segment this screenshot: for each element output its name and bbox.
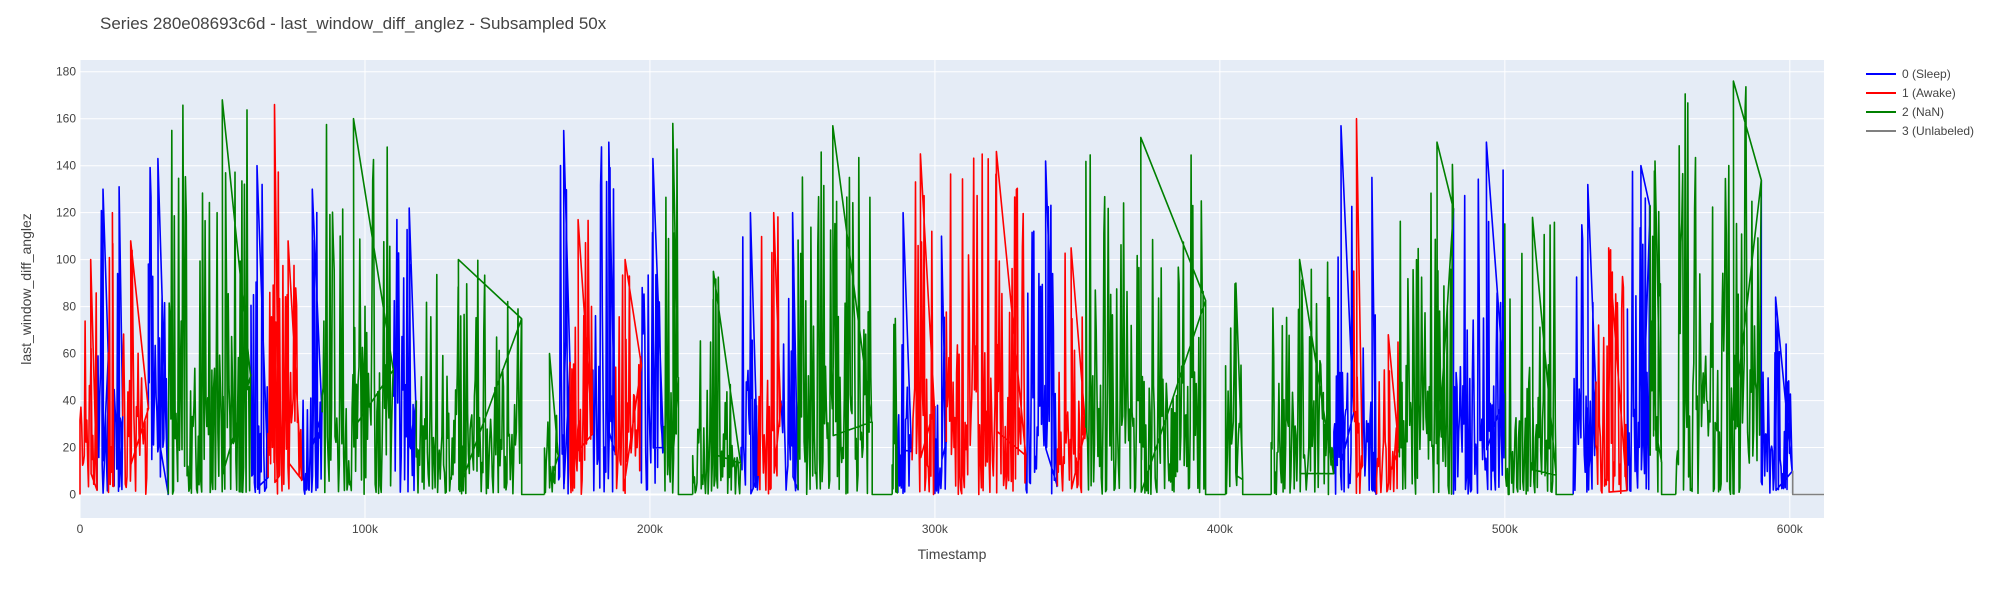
legend-item-nan[interactable]: 2 (NaN) (1866, 105, 1944, 119)
x-axis-ticks: 0 100k 200k 300k 400k 500k 600k (77, 522, 1804, 536)
y-tick-label: 0 (69, 488, 76, 502)
x-tick-label: 0 (77, 522, 84, 536)
legend: 0 (Sleep) 1 (Awake) 2 (NaN) 3 (Unlabeled… (1866, 67, 1974, 138)
series-line-sleep (96, 125, 1794, 496)
chart-title: Series 280e08693c6d - last_window_diff_a… (100, 14, 607, 33)
x-tick-label: 400k (1207, 522, 1234, 536)
y-tick-label: 100 (56, 253, 76, 267)
series-line-awake (79, 103, 1628, 496)
x-tick-label: 500k (1492, 522, 1519, 536)
legend-label-sleep: 0 (Sleep) (1902, 67, 1951, 81)
legend-label-unlabeled: 3 (Unlabeled) (1902, 124, 1974, 138)
legend-item-awake[interactable]: 1 (Awake) (1866, 86, 1956, 100)
y-tick-label: 80 (63, 300, 77, 314)
series-line-unlabeled (1791, 470, 1824, 496)
legend-label-awake: 1 (Awake) (1902, 86, 1956, 100)
legend-item-sleep[interactable]: 0 (Sleep) (1866, 67, 1951, 81)
y-tick-label: 120 (56, 206, 76, 220)
y-tick-label: 140 (56, 159, 76, 173)
legend-item-unlabeled[interactable]: 3 (Unlabeled) (1866, 124, 1974, 138)
x-axis-title: Timestamp (918, 546, 987, 562)
series-lines (79, 80, 1824, 496)
x-tick-label: 600k (1777, 522, 1804, 536)
y-tick-label: 40 (63, 394, 77, 408)
x-tick-label: 300k (922, 522, 949, 536)
y-tick-label: 160 (56, 112, 76, 126)
y-tick-label: 180 (56, 65, 76, 79)
x-tick-label: 200k (637, 522, 664, 536)
legend-label-nan: 2 (NaN) (1902, 105, 1944, 119)
y-tick-label: 60 (63, 347, 77, 361)
y-axis-title: last_window_diff_anglez (18, 213, 34, 365)
series-line-nan (167, 80, 1763, 496)
y-tick-label: 20 (63, 441, 77, 455)
x-tick-label: 100k (352, 522, 379, 536)
y-axis-ticks: 0 20 40 60 80 100 120 140 160 180 (56, 65, 76, 502)
